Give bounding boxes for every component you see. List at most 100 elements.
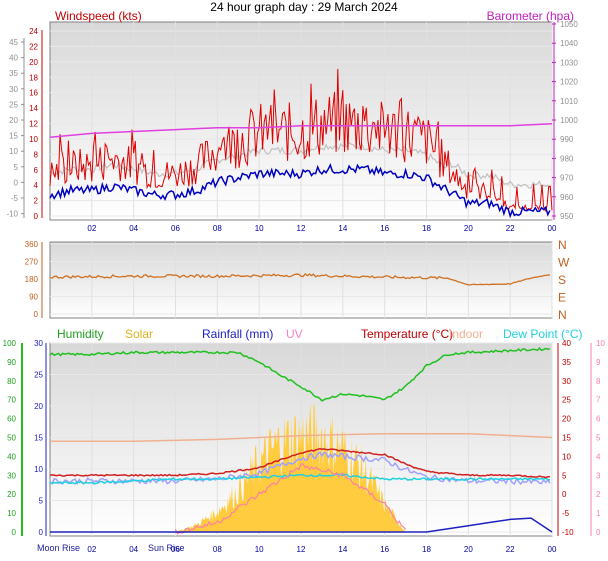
x-tick-label: 18 <box>422 224 431 233</box>
x-tick-label: 02 <box>87 224 96 233</box>
dir-tick-label: 180 <box>25 275 39 284</box>
humidity-tick-label: 70 <box>7 396 16 405</box>
rain-tick-label: 15 <box>34 434 43 443</box>
humidity-tick-label: 20 <box>7 490 16 499</box>
direction-series <box>49 272 551 286</box>
baro-tick-label: 1010 <box>560 97 578 106</box>
humidity-tick-label: 30 <box>7 471 16 480</box>
compass-label: W <box>558 256 570 270</box>
x-tick-label: 00 <box>548 224 557 233</box>
wind-average-line <box>49 163 551 219</box>
x-tick-label: 02 <box>87 545 96 554</box>
uv-tick-label: 4 <box>596 452 601 461</box>
baro-tick-label: 980 <box>560 154 574 163</box>
temp-tick-label: 10 <box>562 452 571 461</box>
rain-tick-label: 25 <box>34 371 43 380</box>
outer-tick-label: -10 <box>6 210 18 219</box>
outer-tick-label: 25 <box>9 100 18 109</box>
inner-tick-label: 20 <box>29 58 38 67</box>
temp-tick-label: 0 <box>562 490 567 499</box>
x-tick-label: 10 <box>255 224 264 233</box>
barometer-label: Barometer (hpa) <box>487 9 574 23</box>
rain-tick-label: 10 <box>34 465 43 474</box>
uv-tick-label: 5 <box>596 434 601 443</box>
uv-tick-label: 6 <box>596 415 601 424</box>
outer-tick-label: 20 <box>9 116 18 125</box>
temp-tick-label: 15 <box>562 434 571 443</box>
inner-tick-label: 6 <box>34 166 39 175</box>
rain-tick-label: 0 <box>39 528 44 537</box>
rain-tick-label: 20 <box>34 402 43 411</box>
compass-label: E <box>558 291 566 305</box>
uv-tick-label: 3 <box>596 471 601 480</box>
inner-tick-label: 10 <box>29 135 38 144</box>
inner-tick-label: 16 <box>29 89 38 98</box>
dir-tick-label: 0 <box>34 310 39 319</box>
windspeed-line <box>49 68 553 213</box>
temp-tick-label: 5 <box>562 471 567 480</box>
rainfall-line <box>50 517 553 533</box>
inner-tick-label: 22 <box>29 42 38 51</box>
wind-outer-axis: 45 40 35 30 25 20 15 10 5 0 -5 -10 <box>6 38 25 219</box>
moon-rise-label: Moon Rise <box>37 543 80 553</box>
humidity-tick-label: 50 <box>7 434 16 443</box>
humidity-tick-label: 0 <box>12 528 17 537</box>
legend-indoor: Indoor <box>449 327 483 341</box>
windspeed-label: Windspeed (kts) <box>55 9 142 23</box>
graph-title: 24 hour graph day : 29 March 2024 <box>210 0 398 14</box>
x-tick-label: 22 <box>506 224 515 233</box>
x-tick-label: 04 <box>129 545 138 554</box>
outer-tick-label: 40 <box>9 54 18 63</box>
direction-line <box>49 272 551 286</box>
temp-series <box>49 346 553 535</box>
baro-tick-label: 950 <box>560 212 574 221</box>
baro-tick-label: 960 <box>560 193 574 202</box>
x-tick-label: 16 <box>380 545 389 554</box>
temp-x-axis: 02 04 06 08 10 12 14 16 18 20 22 00 <box>87 545 557 554</box>
legend-humidity: Humidity <box>57 327 104 341</box>
inner-tick-label: 12 <box>29 120 38 129</box>
temp-tick-label: 35 <box>562 358 571 367</box>
humidity-tick-label: 80 <box>7 377 16 386</box>
x-tick-label: 12 <box>297 224 306 233</box>
indoor-line <box>50 432 553 443</box>
baro-tick-label: 1050 <box>560 20 578 29</box>
x-tick-label: 20 <box>464 224 473 233</box>
x-tick-label: 04 <box>129 224 138 233</box>
dew-point-line <box>49 473 551 485</box>
barometer-line <box>49 123 553 139</box>
inner-tick-label: 2 <box>34 197 39 206</box>
outer-tick-label: 10 <box>9 147 18 156</box>
wind-x-axis: 02 04 06 08 10 12 14 16 18 20 22 00 <box>87 224 557 233</box>
outer-tick-label: 30 <box>9 85 18 94</box>
baro-tick-label: 1000 <box>560 116 578 125</box>
inner-tick-label: 14 <box>29 104 38 113</box>
humidity-tick-label: 10 <box>7 509 16 518</box>
temp-tick-label: 40 <box>562 339 571 348</box>
x-tick-label: 16 <box>380 224 389 233</box>
compass-label: S <box>558 273 566 287</box>
rainfall-axis: 30 25 20 15 10 5 0 <box>34 339 47 537</box>
humidity-line <box>49 346 550 402</box>
x-tick-label: 08 <box>213 545 222 554</box>
temp-tick-label: 30 <box>562 377 571 386</box>
inner-tick-label: 0 <box>34 212 39 221</box>
direction-grid <box>50 242 553 318</box>
uv-tick-label: 0 <box>596 528 601 537</box>
outer-tick-label: 5 <box>14 163 19 172</box>
legend-solar: Solar <box>125 327 153 341</box>
humidity-tick-label: 60 <box>7 415 16 424</box>
x-tick-label: 10 <box>255 545 264 554</box>
temp-tick-label: -10 <box>562 528 574 537</box>
compass-label: N <box>558 308 567 322</box>
uv-tick-label: 8 <box>596 377 601 386</box>
solar-area <box>175 401 406 532</box>
x-tick-label: 14 <box>338 224 347 233</box>
outer-tick-label: 0 <box>14 178 19 187</box>
sun-rise-label: Sun Rise <box>148 543 185 553</box>
x-tick-label: 20 <box>464 545 473 554</box>
humidity-tick-label: 40 <box>7 452 16 461</box>
